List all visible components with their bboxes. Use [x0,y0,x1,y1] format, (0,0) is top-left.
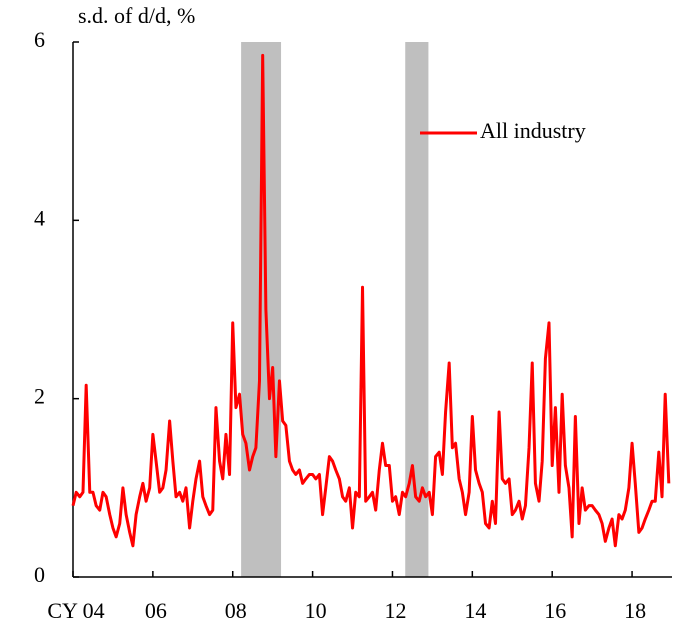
shaded-period [405,42,429,577]
y-tick-label: 6 [34,27,45,52]
y-axis-label: s.d. of d/d, % [78,3,195,28]
x-tick-label: CY 04 [47,598,104,623]
x-tick-label: 16 [544,598,566,623]
y-tick-label: 2 [34,384,45,409]
x-tick-label: 10 [305,598,327,623]
data-line [71,53,671,548]
legend-label: All industry [480,118,586,143]
x-tick-label: 14 [464,598,486,623]
x-tick-label: 18 [624,598,646,623]
y-tick-label: 0 [34,562,45,587]
y-tick-label: 4 [34,205,45,230]
x-tick-label: 08 [225,598,247,623]
x-tick-label: 12 [384,598,406,623]
x-tick-label: 06 [145,598,167,623]
